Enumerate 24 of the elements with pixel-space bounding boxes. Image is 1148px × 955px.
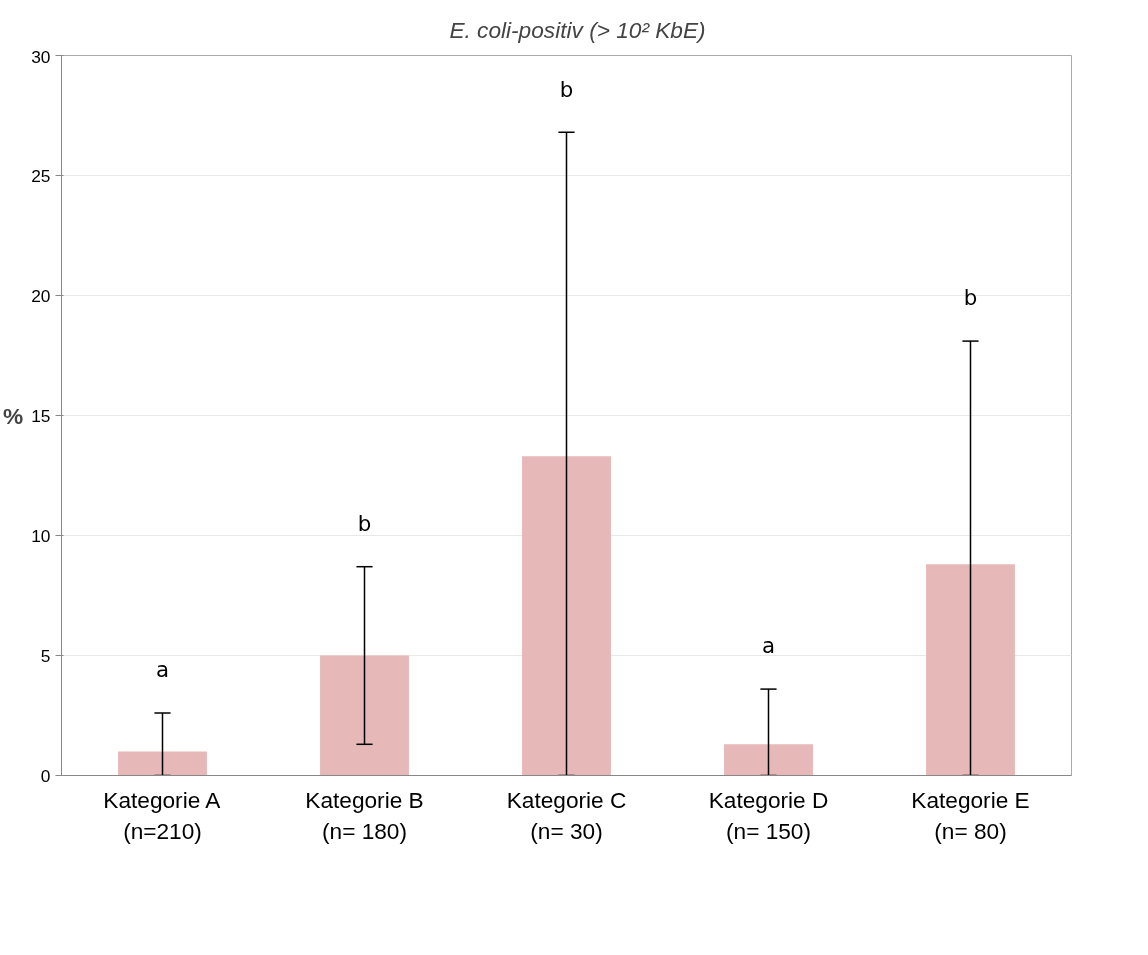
bar xyxy=(118,751,207,776)
x-tick-label: Kategorie C (n= 30) xyxy=(506,786,627,844)
x-tick-label: Kategorie E (n= 80) xyxy=(911,786,1030,844)
annotation: b xyxy=(559,76,574,102)
annotation: a xyxy=(155,657,170,683)
x-tick-label: Kategorie A (n=210) xyxy=(103,786,222,844)
y-axis-title: % xyxy=(3,402,24,429)
annotation: b xyxy=(357,511,372,536)
bar xyxy=(926,564,1015,776)
y-tick-label: 15 xyxy=(31,405,51,426)
annotation: b xyxy=(963,285,978,311)
y-tick-label: 20 xyxy=(31,285,51,306)
bar xyxy=(320,655,409,776)
y-tick-label: 0 xyxy=(40,765,51,786)
y-tick-label: 25 xyxy=(31,165,51,186)
y-tick-label: 5 xyxy=(40,645,51,666)
bar xyxy=(724,744,813,776)
x-tick-label: Kategorie D (n= 150) xyxy=(708,786,829,844)
x-tick-label: Kategorie B (n= 180) xyxy=(305,786,424,844)
annotation: a xyxy=(761,633,776,659)
y-tick-label: 30 xyxy=(31,46,51,67)
y-tick-label: 10 xyxy=(31,525,51,546)
text: E. coli-positiv (> 10² KbE) xyxy=(449,16,706,44)
bar xyxy=(522,456,611,776)
